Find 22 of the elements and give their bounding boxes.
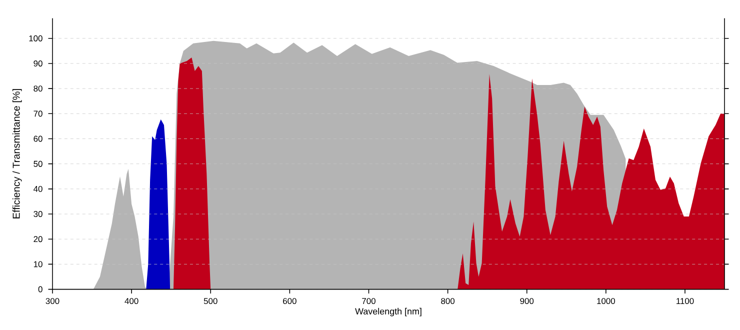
- y-tick-label: 0: [38, 286, 42, 292]
- y-tick-label: 70: [34, 110, 42, 117]
- y-tick-label: 100: [29, 35, 42, 42]
- x-tick-label: 700: [362, 298, 376, 304]
- x-tick-label: 600: [283, 298, 296, 304]
- x-tick-label: 300: [46, 298, 60, 304]
- y-tick-label: 90: [34, 60, 42, 66]
- x-tick-label: 1000: [597, 298, 615, 304]
- y-tick-label: 40: [34, 186, 42, 192]
- y-tick-label: 80: [34, 86, 42, 92]
- y-tick-label: 30: [34, 211, 42, 218]
- x-tick-label: 800: [441, 298, 455, 304]
- y-tick-label: 10: [34, 261, 42, 268]
- x-tick-label: 900: [520, 298, 534, 304]
- x-axis-title: Wavelength [nm]: [355, 308, 422, 316]
- y-tick-label: 20: [34, 236, 42, 242]
- x-tick-label: 400: [124, 298, 138, 304]
- y-tick-label: 50: [34, 160, 42, 167]
- y-axis-title: Efficiency / Transmittance [%]: [12, 89, 22, 218]
- y-tick-label: 60: [34, 136, 42, 142]
- x-tick-label: 1100: [676, 298, 694, 304]
- x-tick-label: 500: [204, 298, 218, 304]
